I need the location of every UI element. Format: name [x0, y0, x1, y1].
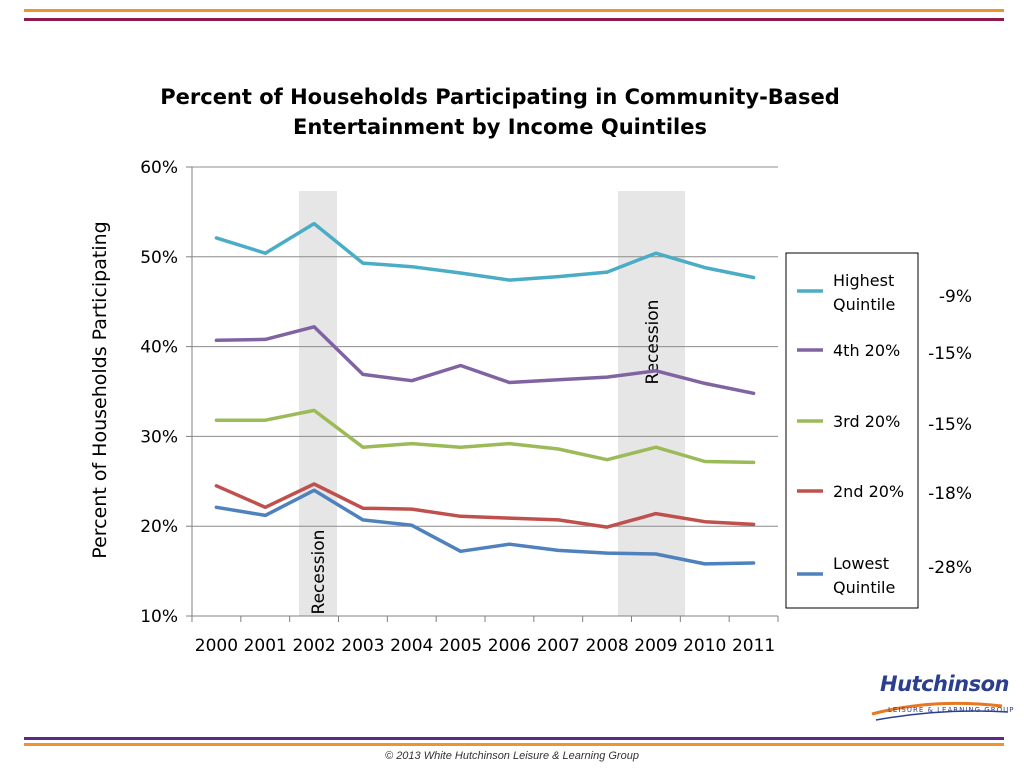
legend	[785, 252, 919, 609]
change-label: -15%	[928, 415, 972, 435]
recession-band	[299, 191, 337, 616]
legend-label: 3rd 20%	[833, 412, 900, 431]
x-tick-label: 2000	[195, 636, 238, 656]
y-tick-label: 60%	[140, 158, 178, 178]
legend-label: Quintile	[833, 578, 895, 597]
series-line	[214, 488, 756, 566]
x-tick-label: 2010	[683, 636, 726, 656]
x-tick-label: 2002	[292, 636, 335, 656]
x-tick-label: 2005	[439, 636, 482, 656]
x-tick-label: 2003	[341, 636, 384, 656]
logo-tagline: LEISURE & LEARNING GROUP	[888, 706, 1015, 714]
y-tick-label: 50%	[140, 248, 178, 268]
legend-label: 4th 20%	[833, 341, 900, 360]
y-tick-label: 40%	[140, 338, 178, 358]
series-line	[214, 325, 756, 396]
series-line	[214, 482, 756, 529]
top-maroon-bar	[24, 18, 1004, 21]
bottom-purple-bar	[24, 737, 1004, 740]
change-label: -28%	[928, 558, 972, 578]
series-line	[214, 408, 756, 465]
y-tick-label: 30%	[140, 427, 178, 447]
x-tick-label: 2006	[488, 636, 531, 656]
legend-label: Highest	[833, 271, 894, 290]
recession-label: Recession	[309, 530, 329, 615]
series-line	[214, 221, 756, 282]
x-tick-label: 2009	[634, 636, 677, 656]
x-tick-label: 2007	[537, 636, 580, 656]
bottom-orange-bar	[24, 743, 1004, 746]
change-label: -9%	[939, 287, 972, 307]
legend-label: Lowest	[833, 554, 889, 573]
y-tick-label: 20%	[140, 517, 178, 537]
change-label: -18%	[928, 484, 972, 504]
logo-swoosh-icon	[871, 701, 1009, 721]
company-logo: Hutchinson LEISURE & LEARNING GROUP	[862, 668, 1015, 730]
copyright-footer: © 2013 White Hutchinson Leisure & Learni…	[385, 750, 639, 762]
chart-title: Percent of Households Participating in C…	[160, 85, 840, 139]
legend-label: 2nd 20%	[833, 482, 904, 501]
change-label: -15%	[928, 344, 972, 364]
top-orange-bar	[24, 9, 1004, 12]
x-tick-label: 2008	[585, 636, 628, 656]
x-tick-label: 2004	[390, 636, 433, 656]
x-tick-label: 2011	[732, 636, 775, 656]
y-tick-label: 10%	[140, 607, 178, 627]
recession-label: Recession	[643, 300, 663, 385]
legend-label: Quintile	[833, 295, 895, 314]
x-tick-label: 2001	[244, 636, 287, 656]
logo-name: Hutchinson	[880, 672, 1010, 696]
